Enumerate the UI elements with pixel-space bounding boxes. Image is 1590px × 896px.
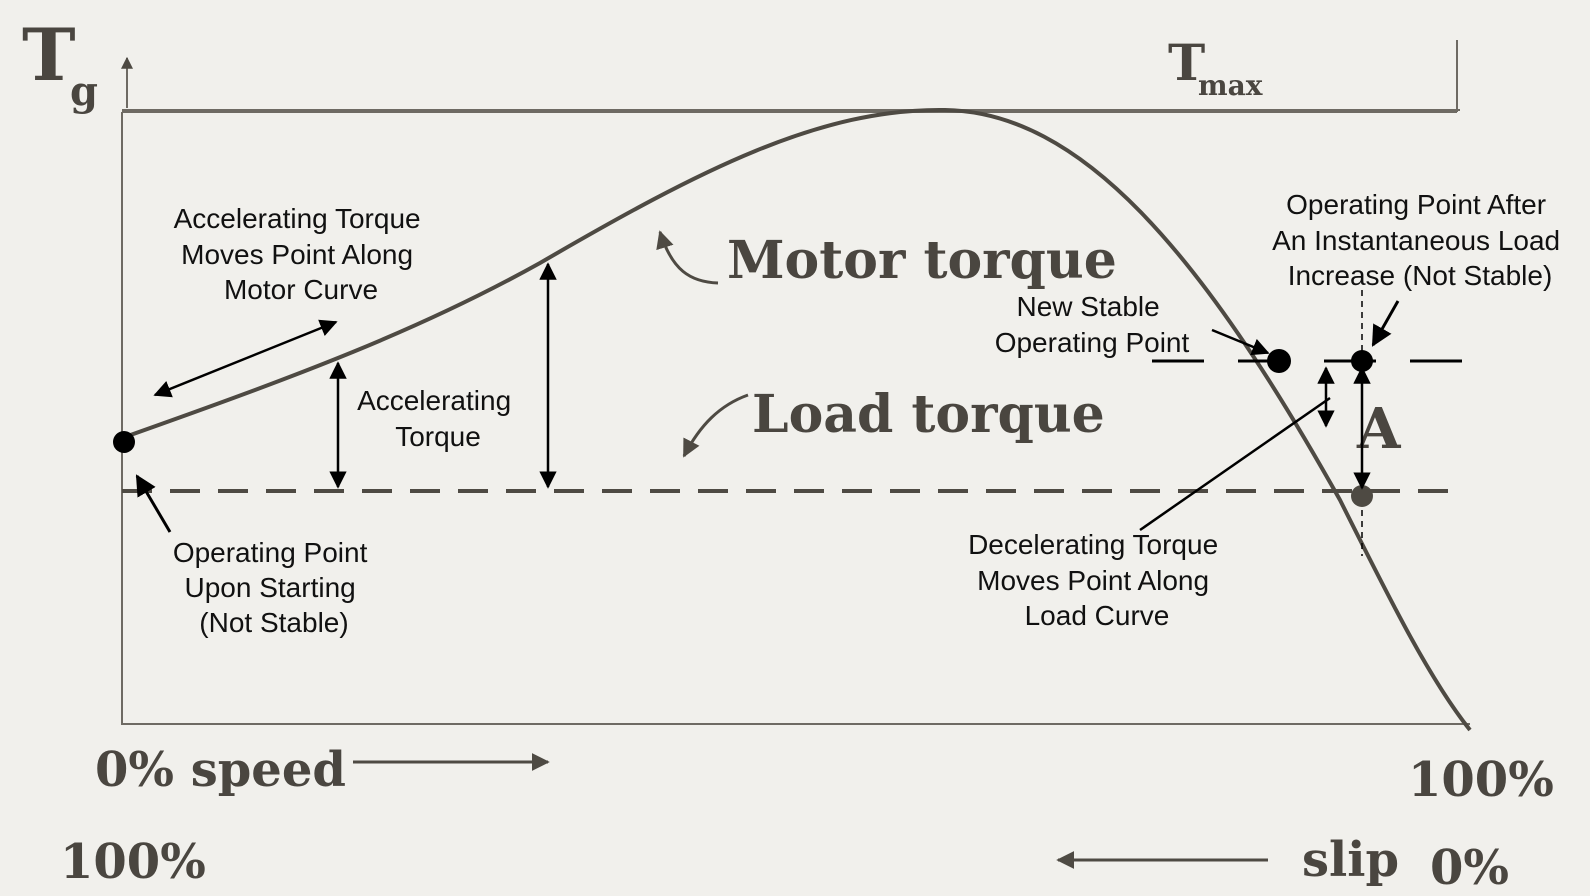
motor-torque-pointer	[656, 230, 719, 285]
load-torque-label: Load torque	[752, 384, 1105, 445]
new-stable-operating-point	[1267, 349, 1291, 373]
load-torque-pointer	[682, 393, 749, 458]
tmax-subscript: max	[1198, 69, 1263, 102]
original-operating-point	[1351, 485, 1373, 507]
motor-torque-label: Motor torque	[727, 230, 1117, 291]
tmax-label: T	[1168, 33, 1205, 92]
accel-moves-arrow	[153, 319, 338, 398]
motor-torque-curve	[121, 107, 1472, 732]
slip-label: slip	[1302, 832, 1399, 888]
starting-operating-point	[113, 431, 135, 453]
decel-pointer	[1139, 396, 1331, 532]
plot-frame	[121, 40, 1470, 725]
y-axis-subscript: g	[70, 68, 98, 115]
accel-moves-text: Accelerating Torque Moves Point Along Mo…	[174, 203, 429, 305]
new-stable-text: New Stable Operating Point	[995, 291, 1190, 358]
start-point-pointer	[135, 474, 172, 533]
start-point-text: Operating Point Upon Starting (Not Stabl…	[173, 537, 375, 638]
y-axis-label: T	[22, 12, 76, 97]
slip-end-label: 0%	[1430, 840, 1509, 896]
after-increase-pointer	[1371, 300, 1400, 347]
new-stable-pointer	[1211, 328, 1270, 356]
slip-start-label: 100%	[60, 834, 206, 890]
speed-end-label: 100%	[1408, 752, 1554, 808]
speed-start-label: 0% speed	[95, 742, 346, 798]
decel-moves-text: Decelerating Torque Moves Point Along Lo…	[968, 529, 1226, 631]
after-increase-text: Operating Point After An Instantaneous L…	[1272, 189, 1568, 291]
accel-torque-text: Accelerating Torque	[357, 385, 519, 452]
